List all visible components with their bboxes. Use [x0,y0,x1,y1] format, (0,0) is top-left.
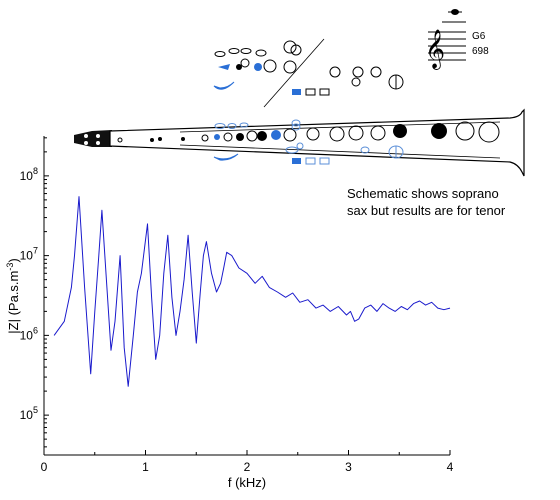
note-staff: 𝄞 G6 698 [425,9,489,70]
sax-body [109,108,525,177]
tone-holes [117,121,500,143]
y-ticks: 105 106 107 108 [20,137,49,448]
x-axis-title: f (kHz) [228,475,266,490]
annotation-line-1: Schematic shows soprano [347,186,499,201]
mouthpiece [74,130,112,147]
lower-keys [213,153,330,165]
x-tick-label: 2 [244,460,251,474]
y-tick-label: 106 [20,325,38,342]
impedance-line [53,196,451,387]
x-tick-label: 3 [345,460,352,474]
y-axis-title: |Z| (Pa.s.m-3) [5,258,21,333]
y-tick-label: 108 [20,166,38,183]
note-frequency-label: 698 [472,46,489,57]
saxophone-schematic [74,38,525,177]
y-tick-label: 107 [20,246,38,263]
y-axis-title-exponent: -3 [5,263,15,271]
y-tick-label: 105 [20,405,38,422]
y-axis-title-close: ) [6,258,21,262]
y-axis-title-main: |Z| (Pa.s.m [6,271,21,334]
x-ticks: 0 1 2 3 4 [41,450,454,474]
x-tick-label: 4 [447,460,454,474]
x-tick-label: 1 [142,460,149,474]
x-tick-label: 0 [41,460,48,474]
key-outlines-blue [214,119,404,159]
upper-keys [213,38,404,108]
note-name-label: G6 [472,31,486,42]
treble-clef-icon: 𝄞 [425,29,445,70]
annotation-line-2: sax but results are for tenor [347,203,506,218]
plot-axes [43,136,450,456]
